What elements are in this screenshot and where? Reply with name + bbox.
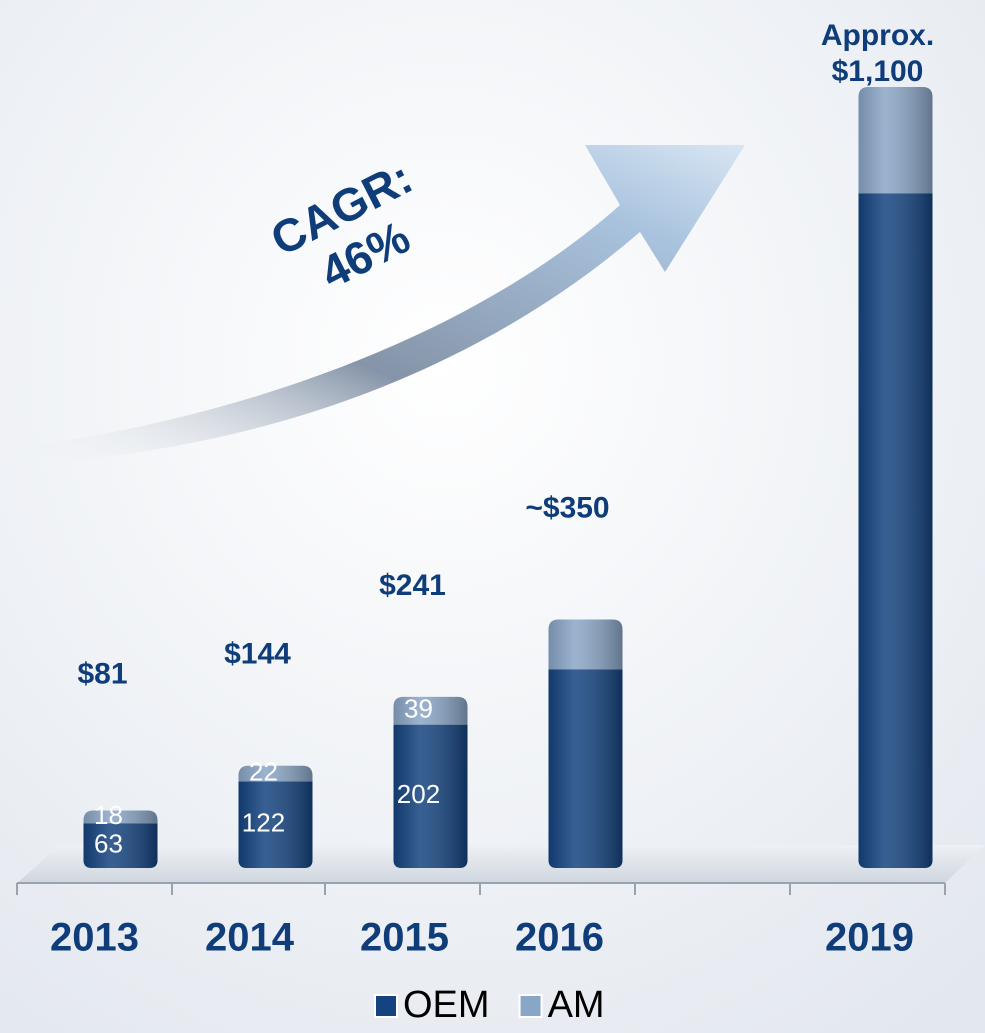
bar-shade bbox=[238, 765, 313, 782]
bar-shade bbox=[858, 193, 933, 868]
legend-swatch bbox=[374, 994, 398, 1018]
bar-shade bbox=[548, 619, 623, 670]
segment-label: 63 bbox=[94, 829, 123, 859]
x-tick-label: 2014 bbox=[205, 916, 295, 960]
total-label: $144 bbox=[224, 638, 291, 671]
total-label: $241 bbox=[379, 569, 446, 602]
x-tick-label: 2013 bbox=[50, 916, 139, 960]
segment-label: 18 bbox=[94, 800, 123, 830]
legend-label: OEM bbox=[403, 984, 490, 1026]
bar-shade bbox=[393, 724, 468, 868]
total-label: $81 bbox=[77, 657, 127, 690]
growth-arrow bbox=[0, 145, 745, 465]
segment-label: 202 bbox=[397, 779, 440, 809]
bar-shade bbox=[858, 87, 933, 194]
x-tick-label: 2015 bbox=[360, 916, 449, 960]
bar-shade bbox=[548, 669, 623, 868]
segment-label: 22 bbox=[249, 756, 278, 786]
legend-swatch bbox=[518, 994, 543, 1018]
segment-label: 122 bbox=[242, 808, 285, 838]
total-label: Approx. $1,100 bbox=[821, 19, 934, 88]
tick-group bbox=[16, 883, 946, 895]
floor bbox=[17, 845, 985, 883]
bar-shade bbox=[393, 696, 468, 725]
segment-label: 39 bbox=[404, 694, 433, 724]
x-tick-label: 2016 bbox=[515, 916, 604, 960]
legend-label: AM bbox=[548, 984, 605, 1026]
bar-shade bbox=[83, 810, 158, 824]
x-tick-label: 2019 bbox=[825, 916, 914, 960]
bar-shade bbox=[238, 781, 313, 868]
bar-shade bbox=[83, 823, 158, 868]
total-label: ~$350 bbox=[525, 491, 609, 524]
